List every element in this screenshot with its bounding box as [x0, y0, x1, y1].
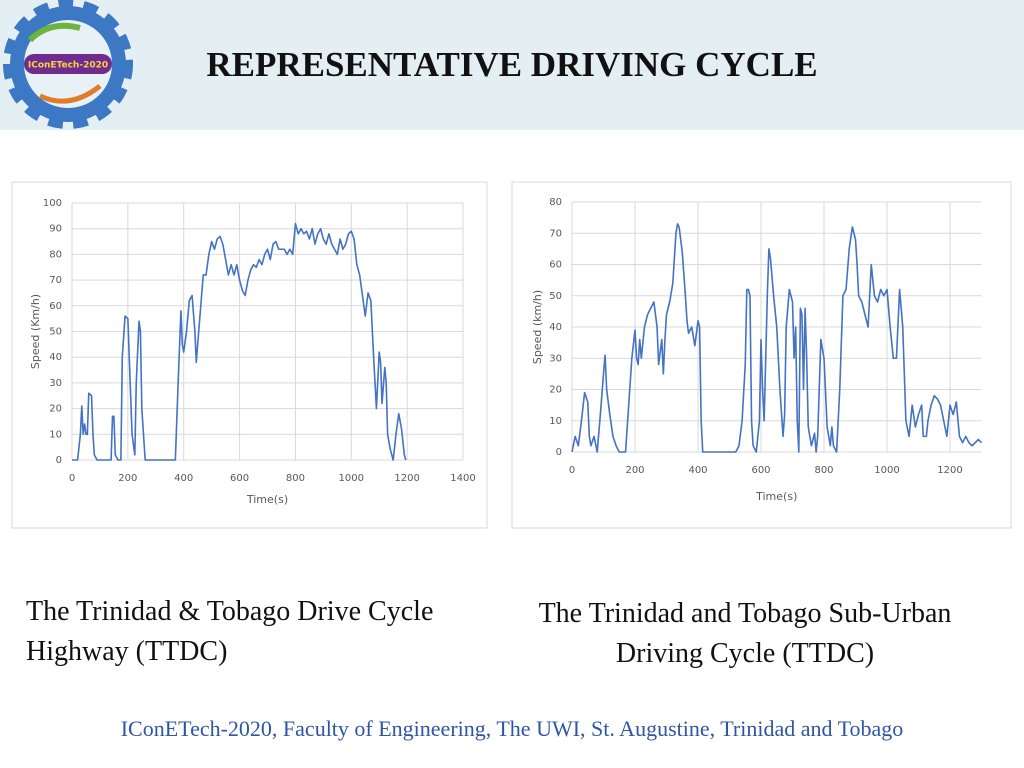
y-tick-label: 60: [549, 260, 562, 271]
y-tick-label: 60: [49, 301, 62, 312]
y-tick-label: 80: [549, 197, 562, 208]
x-tick-label: 200: [118, 473, 137, 484]
y-tick-label: 20: [49, 404, 62, 415]
x-tick-label: 600: [230, 473, 249, 484]
x-tick-label: 600: [751, 465, 770, 476]
y-tick-label: 40: [49, 352, 62, 363]
x-tick-label: 400: [688, 465, 707, 476]
x-tick-label: 1400: [450, 473, 475, 484]
y-tick-label: 30: [549, 353, 562, 364]
header-band: [0, 0, 1024, 130]
x-tick-label: 0: [69, 473, 75, 484]
y-tick-label: 0: [56, 455, 62, 466]
y-tick-label: 90: [49, 224, 62, 235]
x-tick-label: 1200: [394, 473, 419, 484]
footer: IConETech-2020, Faculty of Engineering, …: [120, 716, 904, 741]
logo-swoosh: [38, 84, 102, 104]
y-tick-label: 70: [49, 275, 62, 286]
y-tick-label: 10: [49, 429, 62, 440]
logo-text: IConETech-2020: [28, 61, 108, 71]
x-tick-label: 0: [569, 465, 575, 476]
x-tick-label: 1200: [937, 465, 962, 476]
x-tick-label: 1000: [339, 473, 364, 484]
y-tick-label: 50: [49, 327, 62, 338]
x-tick-label: 800: [814, 465, 833, 476]
logo-banner: [24, 54, 112, 74]
slide-title: REPRESENTATIVE DRIVING CYCLE: [206, 45, 817, 84]
y-axis-label: Speed (km/h): [531, 290, 544, 364]
x-axis-label: Time(s): [755, 490, 797, 503]
logo: IConETech-2020: [3, 0, 133, 129]
y-tick-label: 50: [549, 291, 562, 302]
y-axis-label: Speed (Km/h): [29, 294, 42, 369]
x-tick-label: 400: [174, 473, 193, 484]
y-tick-label: 100: [43, 198, 62, 209]
chart-caption: The Trinidad & Tobago Drive Cycle Highwa…: [26, 596, 434, 667]
x-tick-label: 200: [625, 465, 644, 476]
y-tick-label: 30: [49, 378, 62, 389]
y-tick-label: 70: [549, 228, 562, 239]
x-tick-label: 1000: [874, 465, 899, 476]
y-tick-label: 80: [49, 249, 62, 260]
speed-line: [72, 222, 407, 461]
speed-line: [571, 223, 983, 453]
y-tick-label: 0: [556, 447, 562, 458]
y-tick-label: 10: [549, 416, 562, 427]
chart-caption: The Trinidad and Tobago Sub-Urban Drivin…: [538, 598, 952, 669]
logo-swoosh: [27, 22, 81, 43]
x-tick-label: 800: [286, 473, 305, 484]
y-tick-label: 40: [549, 322, 562, 333]
y-tick-label: 20: [549, 385, 562, 396]
chart-frame: [11, 181, 488, 529]
x-axis-label: Time(s): [246, 493, 288, 506]
